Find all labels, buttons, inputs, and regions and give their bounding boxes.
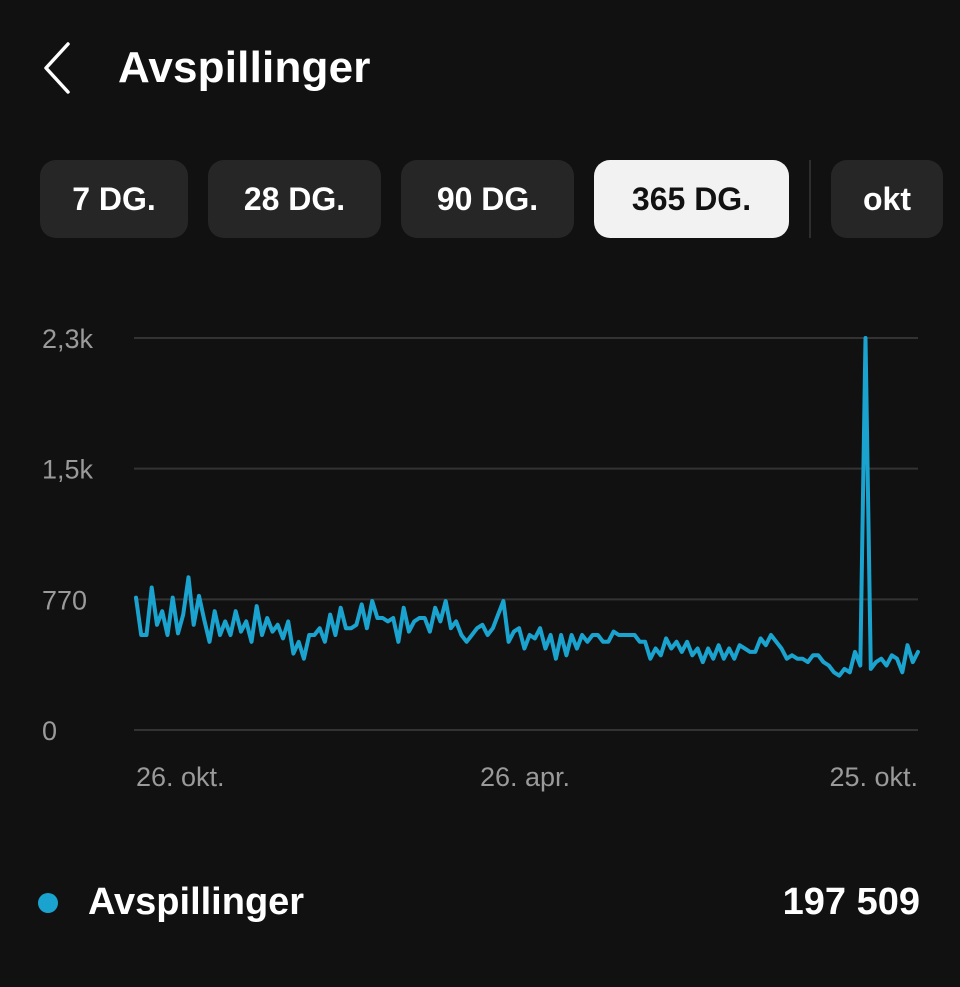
header: Avspillinger xyxy=(0,0,960,140)
tab-7-days[interactable]: 7 DG. xyxy=(40,160,188,238)
y-tick-label: 0 xyxy=(42,716,57,746)
series-line-avspillinger xyxy=(134,336,920,678)
y-tick-label: 1,5k xyxy=(42,455,94,485)
y-tick-label: 770 xyxy=(42,585,87,615)
tab-divider xyxy=(809,160,811,238)
chevron-left-icon xyxy=(44,42,70,94)
back-button[interactable] xyxy=(36,40,84,96)
page-title: Avspillinger xyxy=(118,43,371,92)
legend-label: Avspillinger xyxy=(88,881,305,923)
tab-month-okt[interactable]: okt xyxy=(831,160,943,238)
total-plays: 197 509 xyxy=(782,881,920,923)
tab-28-days[interactable]: 28 DG. xyxy=(208,160,381,238)
line-chart: 0 770 1,5k 2,3k 26. okt. 26. apr. 25. okt. xyxy=(42,324,920,792)
plays-chart: 0 770 1,5k 2,3k 26. okt. 26. apr. 25. okt. xyxy=(0,300,960,820)
legend-color-dot xyxy=(38,893,58,913)
x-tick-label: 25. okt. xyxy=(829,762,918,792)
tab-90-days[interactable]: 90 DG. xyxy=(401,160,574,238)
legend: Avspillinger 197 509 xyxy=(0,860,960,944)
tab-365-days[interactable]: 365 DG. xyxy=(594,160,789,238)
y-tick-label: 2,3k xyxy=(42,324,94,354)
time-range-tabs: 7 DG. 28 DG. 90 DG. 365 DG. okt xyxy=(0,160,960,240)
x-tick-label: 26. apr. xyxy=(480,762,570,792)
x-tick-label: 26. okt. xyxy=(136,762,225,792)
